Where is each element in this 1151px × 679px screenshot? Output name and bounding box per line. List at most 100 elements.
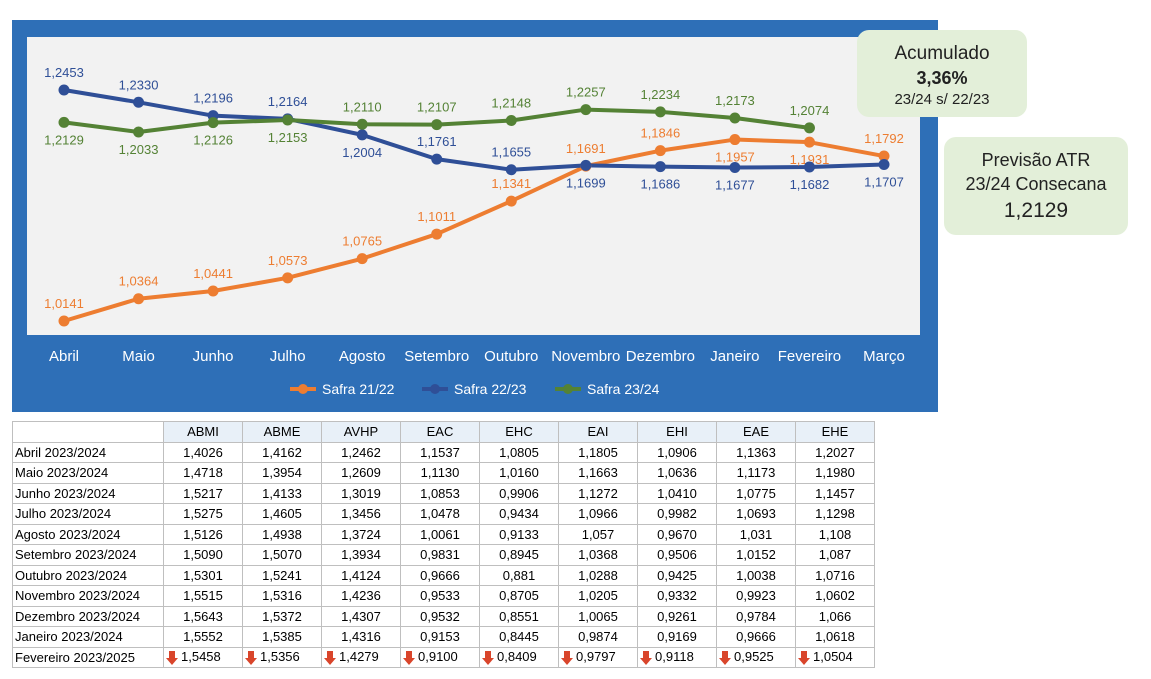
table-cell: 1,0716 bbox=[795, 564, 875, 586]
table-cell: 1,4026 bbox=[163, 441, 243, 463]
cell-value: 1,4124 bbox=[341, 567, 381, 583]
table-cell: 1,0205 bbox=[558, 585, 638, 607]
table-cell: 1,0504 bbox=[795, 646, 875, 668]
data-point bbox=[803, 122, 815, 134]
cell-value: 1,5356 bbox=[260, 649, 300, 665]
table-cell: 1,1457 bbox=[795, 482, 875, 504]
legend-label: Safra 21/22 bbox=[322, 381, 395, 397]
data-point bbox=[729, 134, 741, 146]
cell-value: 1,5275 bbox=[183, 506, 223, 522]
box-title: Previsão ATR bbox=[981, 150, 1091, 170]
cell-value: 0,9169 bbox=[657, 629, 697, 645]
table-cell: 0,9784 bbox=[716, 605, 796, 627]
cell-value: 1,0775 bbox=[736, 485, 776, 501]
data-label: 1,1677 bbox=[715, 178, 755, 193]
down-arrow-icon bbox=[719, 651, 731, 666]
table-cell: 1,5070 bbox=[242, 544, 322, 566]
down-arrow-icon bbox=[640, 651, 652, 666]
cell-value: 1,0368 bbox=[578, 547, 618, 563]
data-label: 1,2164 bbox=[268, 94, 308, 109]
data-label: 1,2234 bbox=[640, 87, 680, 102]
cell-value: 1,4133 bbox=[262, 485, 302, 501]
data-point bbox=[133, 96, 145, 108]
table-cell: 0,9332 bbox=[637, 585, 717, 607]
table-cell: 1,0636 bbox=[637, 462, 717, 484]
header-cell: EAI bbox=[558, 421, 638, 443]
table-cell: 0,9425 bbox=[637, 564, 717, 586]
cell-value: 0,881 bbox=[502, 567, 536, 583]
table-row: Agosto 2023/2024 1,5126 1,4938 1,3724 1,0061… bbox=[12, 523, 875, 545]
data-point bbox=[505, 114, 517, 126]
cell-value: 0,9425 bbox=[657, 567, 697, 583]
cell-value: 1,5515 bbox=[183, 588, 223, 604]
data-point bbox=[654, 106, 666, 118]
table-cell: 1,0602 bbox=[795, 585, 875, 607]
data-point bbox=[580, 104, 592, 116]
table-row: Novembro 2023/2024 1,5515 1,5316 1,4236 0,95… bbox=[12, 585, 875, 607]
legend-label: Safra 22/23 bbox=[454, 381, 527, 397]
cell-value: 1,0853 bbox=[420, 485, 460, 501]
data-label: 1,2033 bbox=[119, 142, 159, 157]
table-cell: 1,0853 bbox=[400, 482, 480, 504]
cell-value: 0,9666 bbox=[420, 567, 460, 583]
table-cell: 0,8409 bbox=[479, 646, 559, 668]
data-point bbox=[58, 84, 70, 96]
cell-value: 0,9923 bbox=[736, 588, 776, 604]
data-point bbox=[654, 161, 666, 173]
cell-value: 0,9906 bbox=[499, 485, 539, 501]
cell-value: 0,9261 bbox=[657, 608, 697, 624]
header-cell: EHI bbox=[637, 421, 717, 443]
table-cell: 1,0906 bbox=[637, 441, 717, 463]
data-point bbox=[58, 315, 70, 327]
cell-value: 1,3934 bbox=[341, 547, 381, 563]
table-cell: 0,9133 bbox=[479, 523, 559, 545]
table-cell: 0,9525 bbox=[716, 646, 796, 668]
table-cell: 1,4279 bbox=[321, 646, 401, 668]
header-cell: EHE bbox=[795, 421, 875, 443]
cell-value: 0,8705 bbox=[499, 588, 539, 604]
cell-value: 1,0160 bbox=[499, 465, 539, 481]
header-cell: ABME bbox=[242, 421, 322, 443]
data-label: 1,1846 bbox=[640, 126, 680, 141]
cell-value: 1,4307 bbox=[341, 608, 381, 624]
cell-value: 1,5385 bbox=[262, 629, 302, 645]
data-label: 1,2257 bbox=[566, 85, 606, 100]
cell-value: 1,5458 bbox=[181, 649, 221, 665]
table-cell: 0,9506 bbox=[637, 544, 717, 566]
cell-value: 1,1298 bbox=[815, 506, 855, 522]
cell-value: 1,4162 bbox=[262, 444, 302, 460]
cell-value: 1,2609 bbox=[341, 465, 381, 481]
table-cell: 1,4124 bbox=[321, 564, 401, 586]
cell-value: 0,9982 bbox=[657, 506, 697, 522]
table-cell: 1,0368 bbox=[558, 544, 638, 566]
data-point bbox=[133, 126, 145, 138]
table-cell: 1,0966 bbox=[558, 503, 638, 525]
cell-value: 1,3724 bbox=[341, 526, 381, 542]
table-cell: 0,9532 bbox=[400, 605, 480, 627]
cell-value: 1,1663 bbox=[578, 465, 618, 481]
row-label: Abril 2023/2024 bbox=[12, 441, 164, 463]
table-cell: 1,5385 bbox=[242, 626, 322, 648]
cell-value: 0,9434 bbox=[499, 506, 539, 522]
table-cell: 1,0805 bbox=[479, 441, 559, 463]
cell-value: 0,9670 bbox=[657, 526, 697, 542]
cell-value: 1,0602 bbox=[815, 588, 855, 604]
data-point bbox=[58, 116, 70, 128]
box-subtitle: 23/24 s/ 22/23 bbox=[894, 91, 990, 108]
data-point bbox=[729, 112, 741, 124]
table-cell: 1,2609 bbox=[321, 462, 401, 484]
table-cell: 0,9434 bbox=[479, 503, 559, 525]
data-label: 1,1011 bbox=[417, 209, 456, 224]
data-point bbox=[282, 114, 294, 126]
data-label: 1,2453 bbox=[44, 65, 84, 80]
row-label: Fevereiro 2023/2025 bbox=[12, 646, 164, 668]
table-row: Janeiro 2023/2024 1,5552 1,5385 1,4316 0,915… bbox=[12, 626, 875, 648]
data-label: 1,2074 bbox=[790, 103, 830, 118]
table-cell: 1,5316 bbox=[242, 585, 322, 607]
cell-value: 1,0906 bbox=[657, 444, 697, 460]
x-tick-label: Dezembro bbox=[626, 348, 695, 365]
cell-value: 1,0504 bbox=[813, 649, 853, 665]
box-subtitle: 23/24 Consecana bbox=[965, 174, 1107, 194]
table-cell: 1,087 bbox=[795, 544, 875, 566]
cell-value: 0,9118 bbox=[655, 649, 694, 665]
